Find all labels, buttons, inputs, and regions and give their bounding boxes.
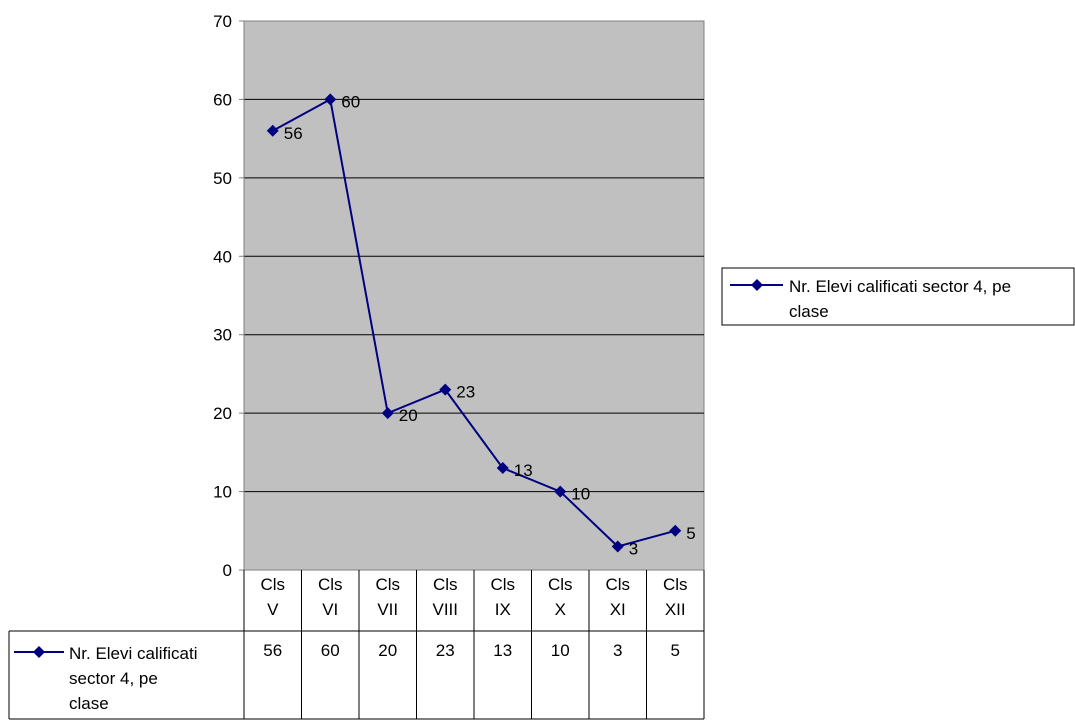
y-tick-label: 70: [213, 12, 232, 31]
table-row-label: Nr. Elevi calificati: [69, 644, 197, 663]
data-point: [266, 124, 279, 137]
legend-label: Nr. Elevi calificati sector 4, pe: [789, 277, 1011, 296]
diamond-marker: [33, 646, 45, 658]
x-category-label: V: [267, 600, 279, 619]
data-label: 3: [629, 539, 638, 558]
y-tick-label: 40: [213, 247, 232, 266]
table-value: 23: [436, 641, 455, 660]
data-label: 20: [399, 406, 418, 425]
y-tick-label: 60: [213, 90, 232, 109]
diamond-marker: [751, 279, 763, 291]
data-point: [439, 383, 452, 396]
table-value: 20: [378, 641, 397, 660]
x-category-label: VI: [322, 600, 338, 619]
y-tick-label: 50: [213, 169, 232, 188]
x-category-label: Cls: [490, 575, 515, 594]
table-value: 5: [671, 641, 680, 660]
x-category-label: Cls: [375, 575, 400, 594]
x-category-label: Cls: [548, 575, 573, 594]
table-value: 10: [551, 641, 570, 660]
x-category-label: XI: [610, 600, 626, 619]
data-table: Cls V Cls VI Cls VII Cls VIII Cls IX Cls X Cls XI Cls X…: [8, 570, 705, 720]
x-category-label: Cls: [663, 575, 688, 594]
y-tick-label: 10: [213, 483, 232, 502]
data-label: 23: [456, 383, 475, 402]
x-category-label: Cls: [318, 575, 343, 594]
plot-area: [243, 20, 705, 571]
x-category-label: XII: [665, 600, 686, 619]
series-line: 56 60 20 23 13 10 3 5: [266, 92, 696, 558]
table-value: 3: [613, 641, 622, 660]
x-category-label: Cls: [260, 575, 285, 594]
data-label: 60: [341, 92, 360, 111]
legend: Nr. Elevi calificati sector 4, pe clase: [721, 267, 1075, 326]
table-row-label: sector 4, pe: [69, 669, 158, 688]
data-label: 10: [571, 485, 590, 504]
x-category-label: X: [555, 600, 566, 619]
x-category-label: Cls: [433, 575, 458, 594]
data-point: [496, 462, 509, 475]
data-point: [554, 485, 567, 498]
x-category-label: VII: [377, 600, 398, 619]
x-category-label: VIII: [432, 600, 458, 619]
table-value: 60: [321, 641, 340, 660]
y-tick-label: 0: [223, 561, 232, 580]
data-point: [381, 407, 394, 420]
x-category-label: IX: [495, 600, 511, 619]
table-value: 13: [493, 641, 512, 660]
data-point: [324, 93, 337, 106]
y-axis: 0 10 20 30 40 50 60 70: [213, 12, 245, 580]
legend-label: clase: [789, 302, 829, 321]
series-polyline: [272, 97, 676, 548]
y-tick-label: 20: [213, 404, 232, 423]
data-point: [611, 540, 624, 553]
x-category-label: Cls: [605, 575, 630, 594]
data-label: 5: [686, 524, 695, 543]
gridlines: [244, 98, 704, 493]
table-value: 56: [263, 641, 282, 660]
data-label: 13: [514, 461, 533, 480]
y-tick-label: 30: [213, 326, 232, 345]
legend-box: [721, 267, 1075, 326]
data-label: 56: [284, 124, 303, 143]
data-point: [669, 524, 682, 537]
table-row-label: clase: [69, 694, 109, 713]
